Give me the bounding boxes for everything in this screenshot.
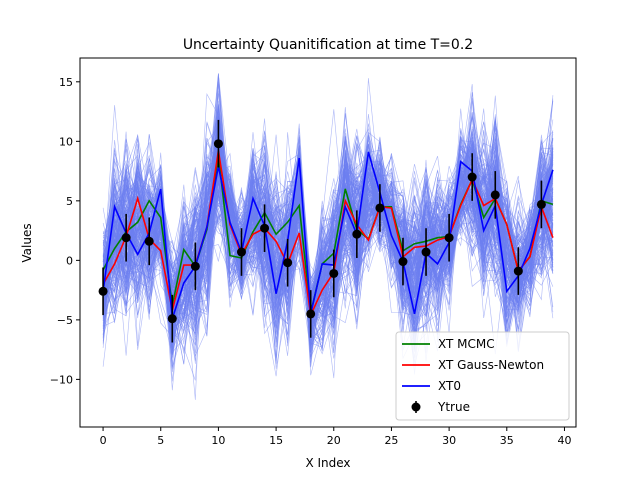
x-tick-label: 0 (100, 434, 107, 447)
x-tick-label: 35 (500, 434, 514, 447)
sample-trajectory (102, 164, 554, 345)
ytrue-point (444, 233, 454, 243)
ytrue-point (283, 258, 293, 268)
x-axis-label: X Index (305, 456, 350, 470)
x-tick-label: 5 (157, 434, 164, 447)
ytrue-point (167, 314, 177, 324)
ytrue-point (490, 190, 500, 200)
axes-layer: 0 5 10 15 20 25 30 35 40 −10 −5 0 5 10 15 (50, 57, 577, 447)
sample-trajectory (102, 140, 554, 330)
legend: XT MCMC XT Gauss-Newton XT0 Ytrue (395, 331, 570, 421)
sample-trajectory (102, 171, 554, 320)
y-tick-label: 10 (59, 135, 73, 148)
ytrue-point (144, 236, 154, 246)
ytrue-point (467, 172, 477, 182)
ytrue-point (398, 257, 408, 267)
sample-trajectory (102, 145, 554, 351)
x-tick-label: 30 (442, 434, 456, 447)
ytrue-point (213, 139, 223, 149)
y-tick-label: 0 (66, 254, 73, 267)
sample-trajectory (102, 128, 554, 348)
y-tick-label: 5 (66, 195, 73, 208)
ytrue-point (260, 223, 270, 233)
chart-title: Uncertainty Quanitification at time T=0.… (183, 37, 473, 53)
sample-trajectory (102, 130, 554, 346)
ytrue-point (306, 309, 316, 319)
ytrue-point (513, 266, 523, 276)
ytrue-point (375, 203, 385, 213)
sample-trajectory (102, 82, 554, 329)
x-tick-label: 40 (557, 434, 571, 447)
ytrue-point (236, 247, 246, 257)
x-tick-label: 15 (269, 434, 283, 447)
legend-swatch-marker (411, 402, 421, 412)
series-line-xt0 (102, 151, 554, 319)
plot-frame (79, 57, 577, 428)
series-layer (98, 119, 554, 343)
x-tick-label: 25 (384, 434, 398, 447)
x-tick-label: 10 (211, 434, 225, 447)
ytrue-point (536, 199, 546, 209)
legend-label: XT MCMC (438, 337, 495, 351)
ytrue-point (121, 233, 131, 243)
legend-label: XT Gauss-Newton (438, 358, 544, 372)
ytrue-point (421, 247, 431, 257)
sample-trajectory (103, 108, 554, 343)
series-line-xt-gauss-newton (102, 150, 554, 318)
legend-box (395, 331, 570, 421)
legend-label: XT0 (438, 379, 461, 393)
y-axis-label: Values (20, 223, 34, 262)
ytrue-point (329, 268, 339, 278)
legend-label: Ytrue (437, 400, 470, 414)
sample-trajectory (102, 127, 554, 337)
ytrue-point (98, 286, 108, 296)
sample-trajectory (102, 158, 554, 322)
x-tick-label: 20 (327, 434, 341, 447)
y-tick-label: 15 (59, 76, 73, 89)
y-tick-label: −5 (57, 314, 73, 327)
sample-trajectory (102, 137, 554, 336)
y-tick-label: −10 (50, 373, 73, 386)
ytrue-point (190, 261, 200, 271)
ytrue-point (352, 229, 362, 239)
